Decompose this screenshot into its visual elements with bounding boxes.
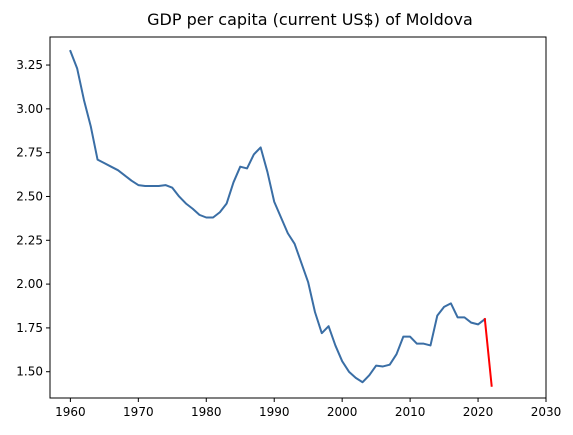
x-axis-ticks: 1960 1970 1980 1990 2000 2010 2020 2030	[55, 398, 561, 419]
y-tick-label: 3.00	[16, 102, 43, 116]
y-tick-label: 1.50	[16, 365, 43, 379]
y-tick-label: 2.25	[16, 233, 43, 247]
x-tick-label: 1970	[123, 405, 154, 419]
series-line-0	[69, 49, 487, 384]
y-tick-label: 2.50	[16, 189, 43, 203]
x-tick-label: 1960	[55, 405, 86, 419]
plot-area-frame	[49, 36, 547, 399]
series-line-1	[483, 318, 493, 387]
series-layer	[69, 49, 493, 387]
y-axis-ticks: 1.50 1.75 2.00 2.25 2.50 2.75 3.00 3.25	[16, 58, 50, 379]
y-tick-label: 1.75	[16, 321, 43, 335]
y-tick-label: 2.00	[16, 277, 43, 291]
x-tick-label: 2030	[531, 405, 562, 419]
x-tick-label: 1990	[259, 405, 290, 419]
x-tick-label: 2000	[327, 405, 358, 419]
x-tick-label: 1980	[191, 405, 222, 419]
x-tick-label: 2020	[463, 405, 494, 419]
y-tick-label: 2.75	[16, 146, 43, 160]
chart-title: GDP per capita (current US$) of Moldova	[147, 10, 473, 29]
y-tick-label: 3.25	[16, 58, 43, 72]
x-tick-label: 2010	[395, 405, 426, 419]
